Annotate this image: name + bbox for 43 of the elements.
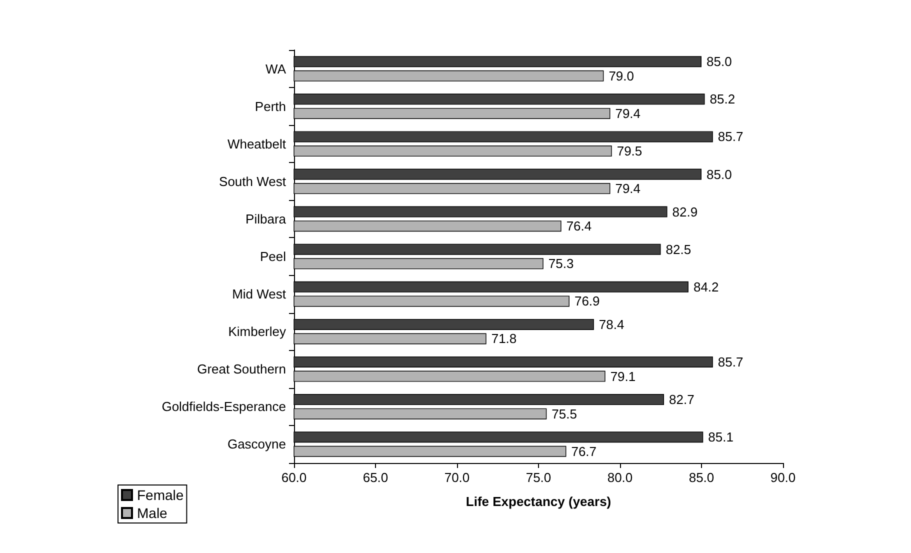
x-tick-label: 80.0 [607,470,633,485]
data-label: 76.7 [571,444,597,459]
data-label: 79.1 [610,368,636,384]
y-tick-label: Gascoyne [227,436,286,452]
data-label: 79.4 [615,181,641,196]
x-tick-label: 65.0 [362,470,388,485]
x-tick-label: 60.0 [281,470,307,485]
data-label: 82.9 [672,204,698,220]
y-tick-label: Wheatbelt [227,136,286,152]
y-tick-label: Peel [260,249,286,264]
data-label: 85.2 [710,92,736,107]
y-tick-label: Pilbara [246,211,287,226]
legend-label: Male [137,505,168,521]
y-tick-label: Perth [254,98,286,114]
data-label: 82.5 [666,242,692,257]
x-tick-label: 90.0 [770,470,796,485]
x-axis-title: Life Expectancy (years) [466,494,612,509]
y-tick-label: Goldfields-Esperance [162,399,286,414]
data-label: 76.4 [566,218,592,234]
x-tick-label: 70.0 [444,470,470,485]
data-label: 79.5 [616,144,642,159]
y-tick-label: WA [266,61,286,76]
data-label: 85.7 [718,354,744,370]
data-label: 75.3 [548,256,574,272]
y-tick-label: Great Southern [197,362,286,377]
y-tick-label: Kimberley [228,324,286,340]
data-label: 84.2 [693,279,719,294]
data-label: 82.7 [669,392,694,408]
data-label: 71.8 [491,331,517,346]
data-label: 78.4 [598,316,624,332]
data-label: 75.5 [552,406,577,422]
y-tick-label: South West [219,174,286,189]
data-label: 85.0 [706,54,732,70]
data-label: 85.1 [708,430,734,445]
data-label: 79.4 [615,106,641,121]
data-label: 85.0 [706,166,732,182]
legend-label: Female [137,487,184,503]
x-tick-label: 75.0 [526,470,552,485]
y-tick-label: Mid West [232,286,286,302]
x-tick-label: 85.0 [688,470,714,485]
data-label: 79.0 [608,68,634,84]
data-label: 76.9 [574,294,600,309]
data-label: 85.7 [718,129,744,144]
